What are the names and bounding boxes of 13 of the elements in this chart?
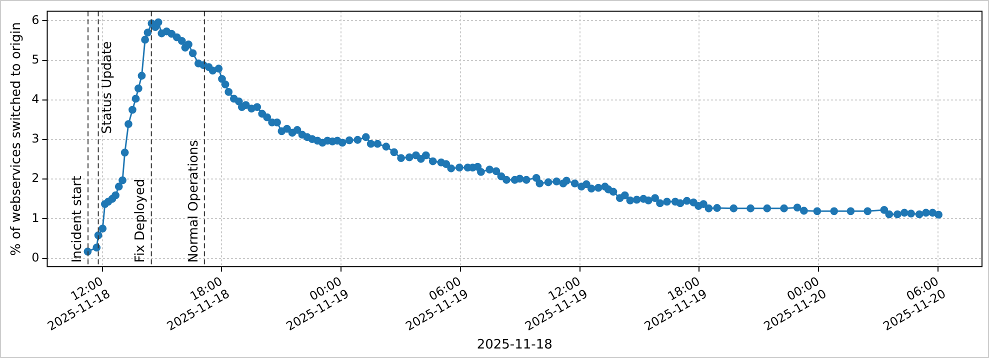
y-tick-label: 3: [32, 132, 40, 146]
ref-line-label: Status Update: [100, 41, 116, 134]
y-tick-label: 2: [32, 171, 40, 186]
y-tick-label: 6: [32, 12, 40, 27]
ref-line-label: Incident start: [70, 176, 85, 263]
y-axis-title: % of webservices switched to origin: [9, 22, 24, 256]
y-tick-label: 5: [32, 52, 40, 66]
x-axis-title: 2025-11-18: [476, 338, 552, 353]
y-tick-label: 1: [32, 210, 40, 225]
y-tick-label: 0: [32, 250, 40, 264]
ref-line-label: Fix Deployed: [133, 178, 148, 263]
y-tick-label: 4: [32, 92, 40, 106]
ref-line-label: Normal Operations: [186, 140, 202, 263]
